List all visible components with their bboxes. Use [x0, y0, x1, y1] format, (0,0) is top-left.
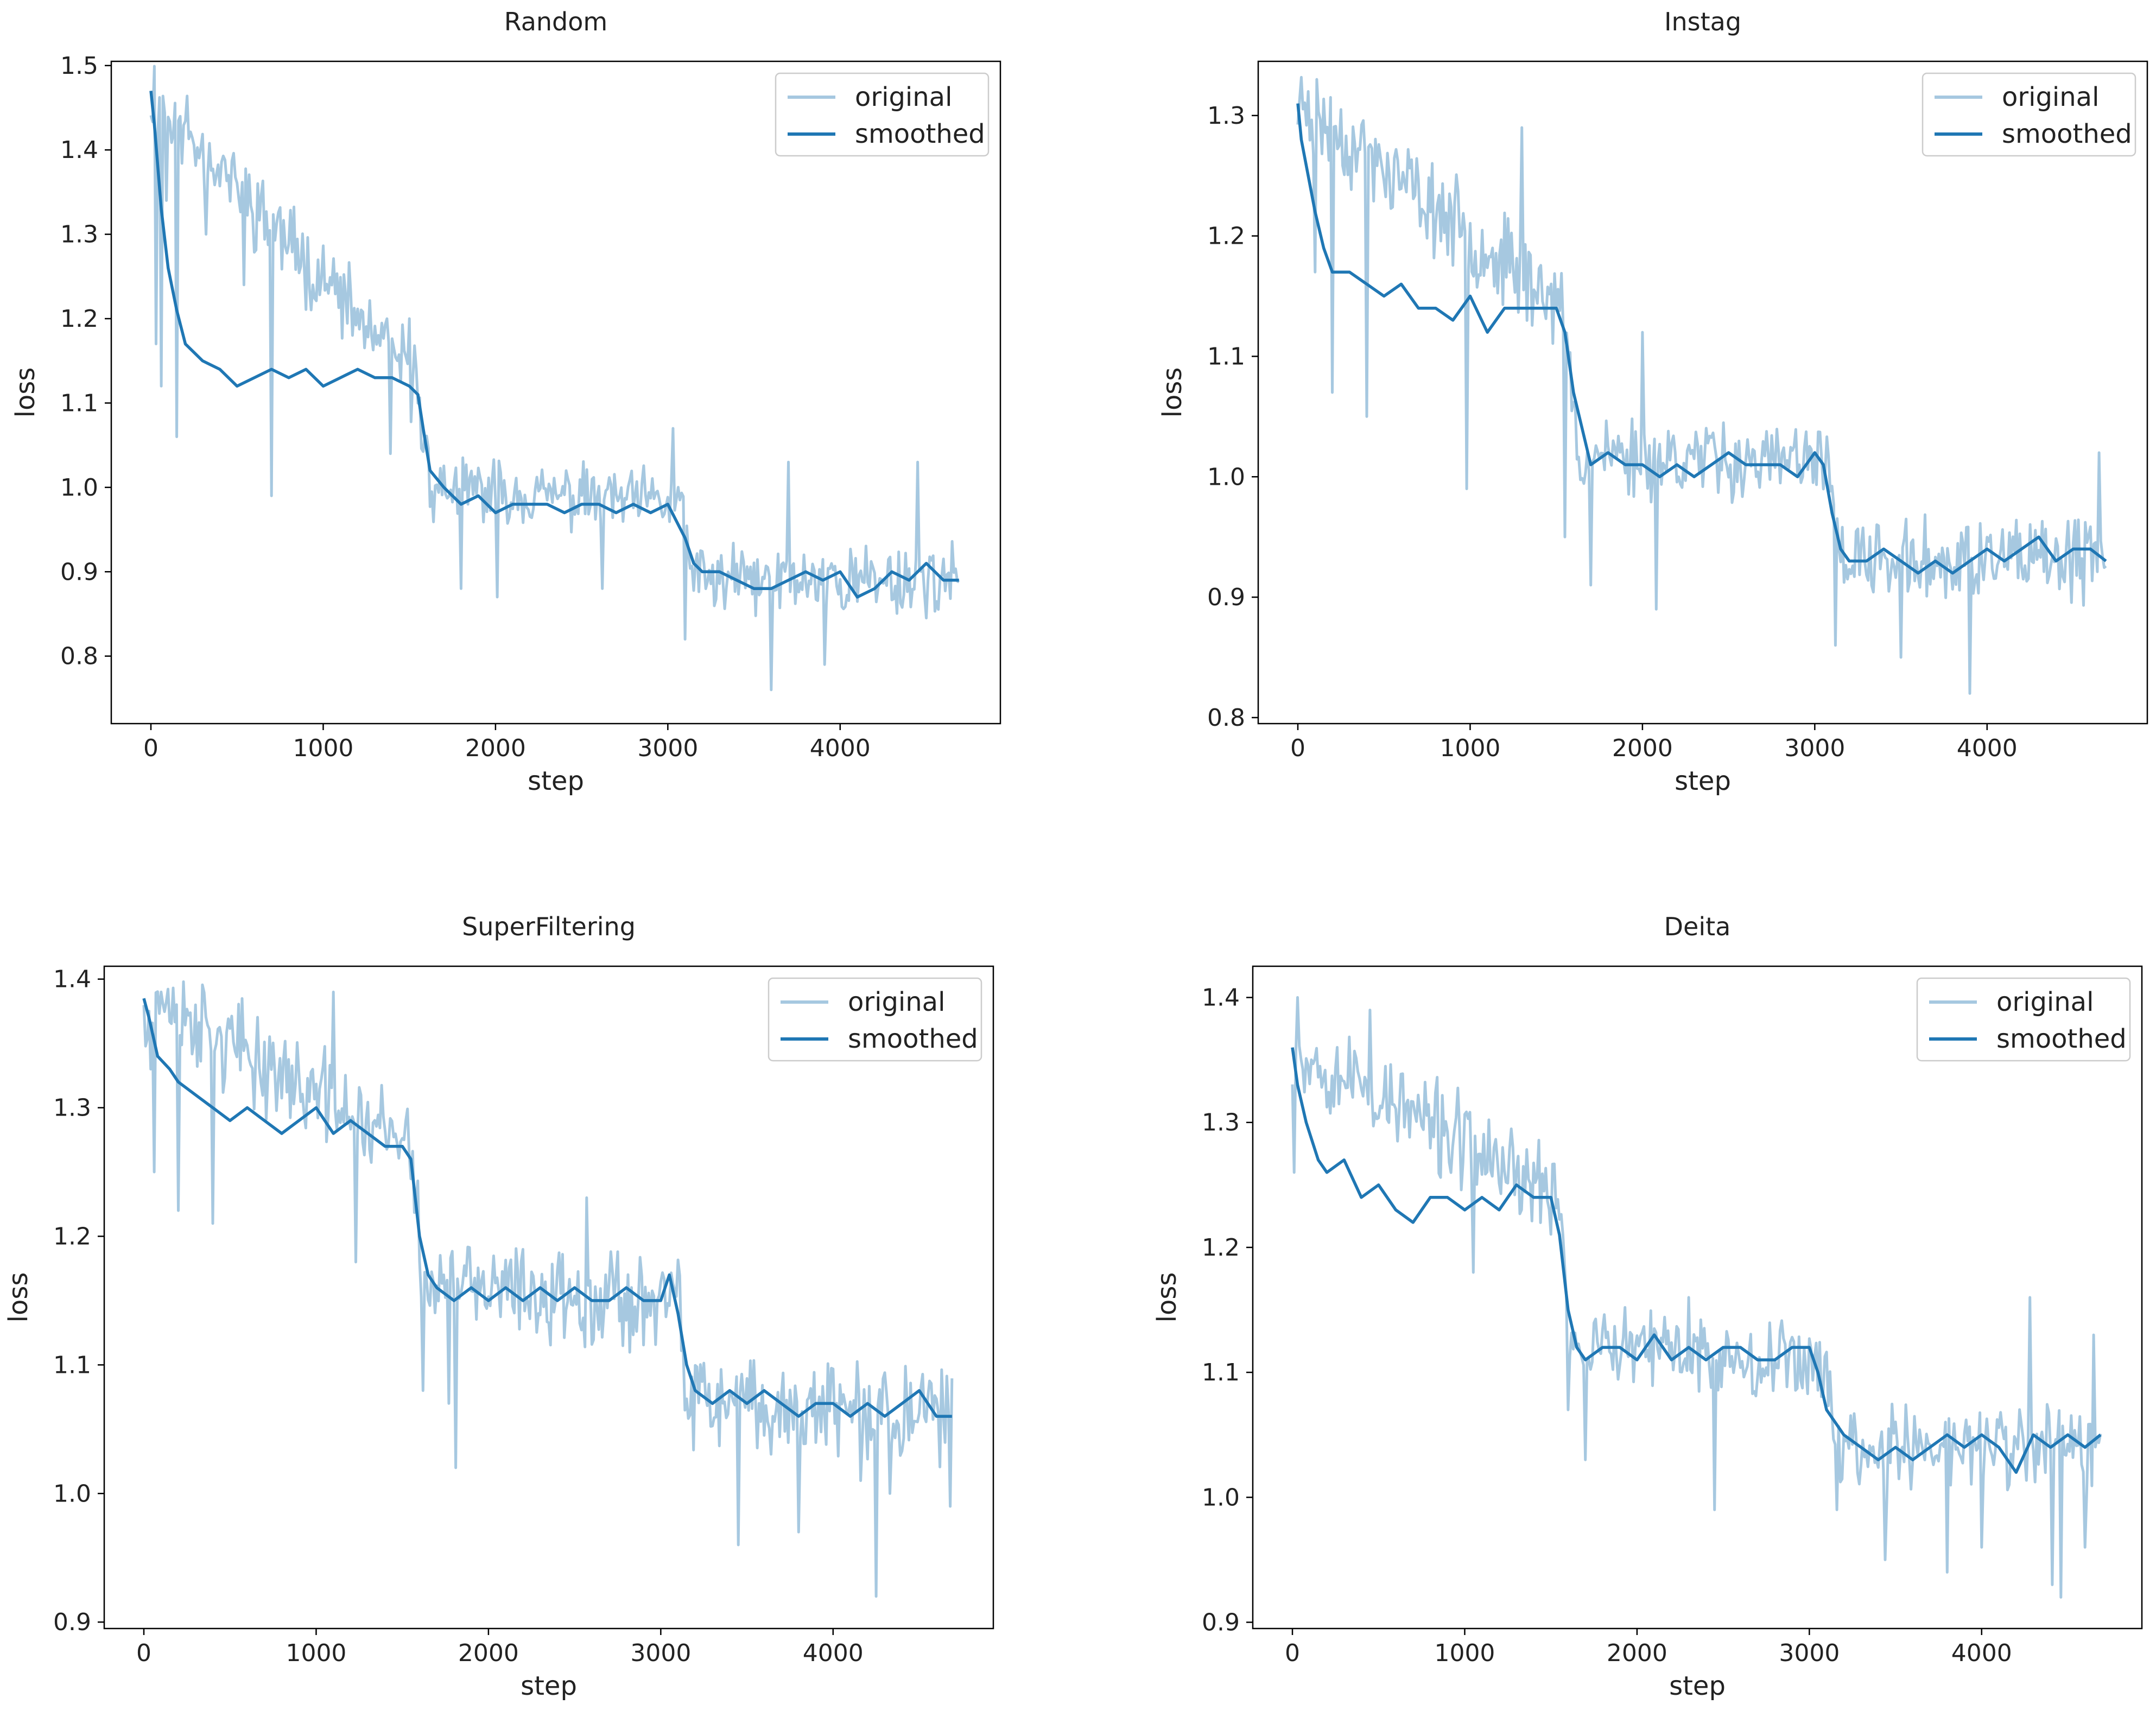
smoothed-series-line	[1296, 103, 2107, 575]
y-tick-label: 1.2	[60, 305, 98, 333]
y-axis-label: loss	[1152, 1272, 1182, 1323]
x-tick-label: 1000	[286, 1639, 346, 1667]
smoothed-series-line	[1291, 1047, 2102, 1474]
legend: original smoothed	[775, 72, 990, 157]
y-axis-label: loss	[1157, 368, 1188, 418]
smoothed-series-line	[142, 998, 952, 1418]
legend-label-original: original	[2002, 82, 2099, 112]
y-tick-label: 1.1	[1207, 343, 1245, 370]
plot-area	[1291, 996, 2102, 1599]
legend-label-original: original	[1996, 987, 2094, 1017]
y-tick-label: 1.3	[1202, 1109, 1240, 1137]
legend: original smoothed	[1922, 72, 2136, 157]
x-tick-label: 1000	[1434, 1639, 1495, 1667]
plot-area	[142, 980, 954, 1598]
y-tick-label: 1.3	[53, 1094, 91, 1122]
x-tick-label: 4000	[810, 734, 871, 762]
axes-frame	[103, 965, 994, 1630]
subplot-title: Instag	[1664, 7, 1741, 36]
y-tick-label: 1.1	[53, 1351, 91, 1379]
y-tick-label: 1.3	[60, 221, 98, 249]
legend-label-original: original	[848, 987, 945, 1017]
y-tick-label: 1.5	[60, 52, 98, 80]
legend-label-original: original	[855, 82, 952, 112]
y-tick-label: 1.4	[1202, 984, 1240, 1012]
y-tick-label: 1.2	[1202, 1234, 1240, 1262]
original-series-line	[142, 980, 954, 1598]
y-tick-label: 1.0	[53, 1480, 91, 1507]
y-tick-label: 0.8	[1207, 704, 1245, 732]
x-tick-label: 2000	[458, 1639, 519, 1667]
x-tick-label: 4000	[1957, 734, 2018, 762]
x-tick-label: 2000	[1607, 1639, 1667, 1667]
x-tick-label: 2000	[465, 734, 526, 762]
y-tick-label: 1.0	[1207, 463, 1245, 491]
original-series-line	[149, 65, 960, 692]
x-tick-label: 4000	[803, 1639, 864, 1667]
y-tick-label: 1.0	[1202, 1484, 1240, 1511]
x-tick-label: 0	[1285, 1639, 1300, 1667]
x-tick-label: 4000	[1951, 1639, 2012, 1667]
y-tick-label: 1.4	[60, 136, 98, 164]
x-tick-label: 0	[143, 734, 158, 762]
y-tick-label: 1.2	[53, 1222, 91, 1250]
legend-label-smoothed: smoothed	[848, 1024, 978, 1054]
y-tick-label: 0.9	[1202, 1608, 1240, 1636]
subplot-random: 0 1000 2000 3000 4000 0.8 0.9 1.0 1.1 1.2 1.3 1.4 1.…	[10, 7, 1001, 796]
y-axis-label: loss	[10, 368, 41, 418]
x-axis-label: step	[528, 766, 584, 796]
x-tick-label: 0	[136, 1639, 151, 1667]
subplot-superfiltering: 0 1000 2000 3000 4000 0.9 1.0 1.1 1.2 1.3 1.4 Super…	[3, 912, 994, 1701]
y-tick-label: 1.2	[1207, 223, 1245, 250]
x-tick-label: 3000	[1784, 734, 1845, 762]
x-tick-label: 3000	[630, 1639, 691, 1667]
x-tick-label: 3000	[637, 734, 698, 762]
original-series-line	[1296, 75, 2107, 695]
x-tick-label: 1000	[293, 734, 353, 762]
axes-frame	[1257, 60, 2148, 725]
legend: original smoothed	[768, 977, 982, 1062]
x-tick-label: 1000	[1440, 734, 1500, 762]
y-tick-label: 1.4	[53, 966, 91, 993]
x-tick-label: 0	[1290, 734, 1305, 762]
legend-label-smoothed: smoothed	[1996, 1024, 2127, 1054]
axes-frame	[1252, 965, 2143, 1630]
x-tick-label: 2000	[1612, 734, 1673, 762]
y-tick-label: 1.3	[1207, 102, 1245, 130]
axes-frame	[110, 60, 1001, 725]
plot-area	[149, 65, 960, 692]
legend-label-smoothed: smoothed	[2002, 119, 2132, 149]
y-tick-label: 1.0	[60, 474, 98, 502]
original-series-line	[1291, 996, 2102, 1599]
subplot-title: Random	[504, 7, 607, 36]
subplot-deita: 0 1000 2000 3000 4000 0.9 1.0 1.1 1.2 1.3 1.4 Deita…	[1152, 912, 2143, 1701]
y-axis-label: loss	[3, 1272, 34, 1323]
y-tick-label: 1.1	[60, 389, 98, 417]
legend: original smoothed	[1916, 977, 2131, 1062]
y-tick-label: 0.9	[60, 558, 98, 586]
x-tick-label: 3000	[1779, 1639, 1840, 1667]
x-axis-label: step	[1669, 1671, 1726, 1701]
subplot-title: Deita	[1664, 912, 1731, 941]
x-axis-label: step	[521, 1671, 577, 1701]
smoothed-series-line	[149, 91, 959, 599]
subplot-title: SuperFiltering	[462, 912, 636, 941]
y-tick-label: 0.8	[60, 643, 98, 670]
x-axis-label: step	[1675, 766, 1731, 796]
y-tick-label: 0.9	[1207, 584, 1245, 611]
subplot-instag: 0 1000 2000 3000 4000 0.8 0.9 1.0 1.1 1.2 1.3 Insta…	[1157, 7, 2148, 796]
plot-area	[1296, 75, 2107, 695]
y-tick-label: 1.1	[1202, 1359, 1240, 1386]
legend-label-smoothed: smoothed	[855, 119, 985, 149]
y-tick-label: 0.9	[53, 1608, 91, 1636]
